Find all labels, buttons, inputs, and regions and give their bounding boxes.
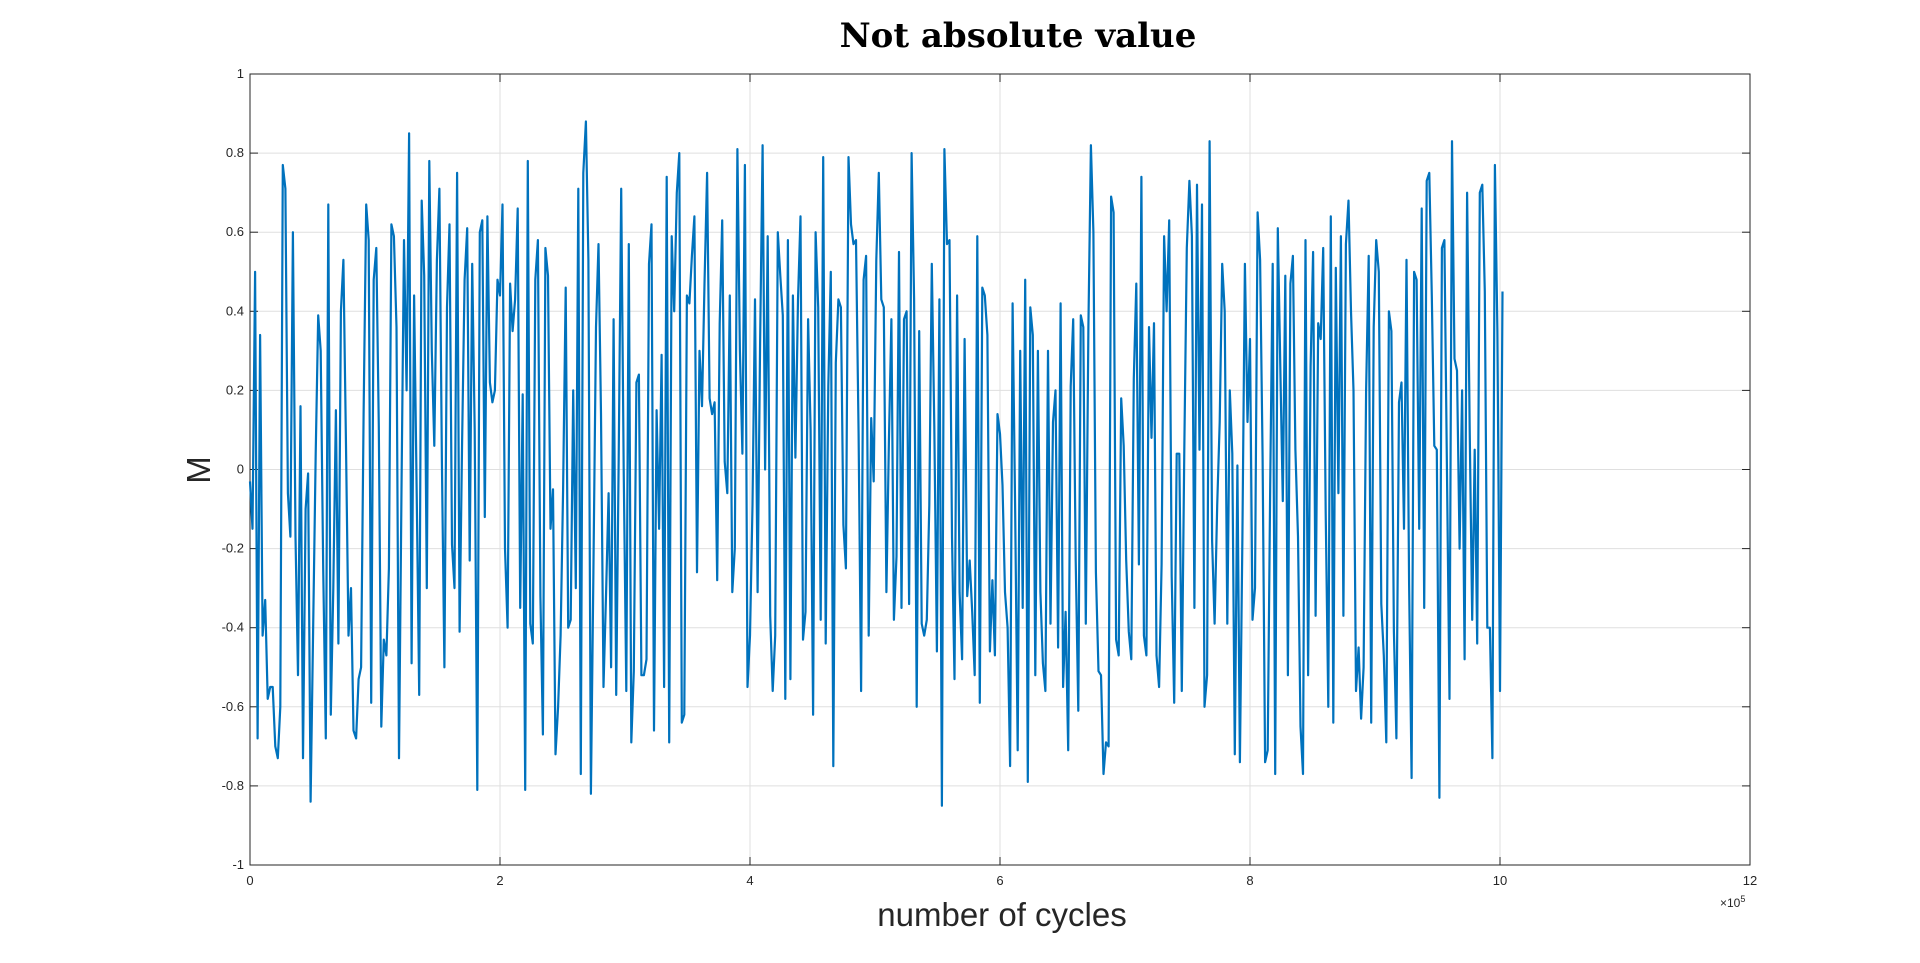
- chart-title: Not absolute value: [840, 16, 1197, 56]
- ticks: 0 2 4 6 8 10 12 -1 -0.8 -0.6 -0.4 -0.2 0 0.2 0.4 0.6 0.8…: [222, 66, 1758, 888]
- y-tick-label: -0.6: [222, 699, 244, 714]
- series-line: [248, 120, 1504, 807]
- x-axis-label: number of cycles: [877, 896, 1126, 933]
- y-axis-label: M: [180, 456, 217, 484]
- x-axis-exponent: ×105: [1720, 894, 1745, 910]
- x-tick-label: 12: [1743, 873, 1757, 888]
- x-tick-label: 8: [1246, 873, 1253, 888]
- x-tick-label: 2: [496, 873, 503, 888]
- y-tick-label: -0.4: [222, 620, 244, 635]
- y-tick-label: 0.6: [226, 224, 244, 239]
- x-tick-label: 0: [246, 873, 253, 888]
- series-group: [248, 120, 1504, 807]
- x-tick-label: 10: [1493, 873, 1507, 888]
- y-tick-label: 0.2: [226, 382, 244, 397]
- x-tick-label: 4: [746, 873, 753, 888]
- y-tick-label: 0.4: [226, 303, 244, 318]
- y-tick-label: -0.2: [222, 541, 244, 556]
- x-tick-label: 6: [996, 873, 1003, 888]
- y-tick-label: -1: [232, 857, 244, 872]
- y-tick-label: 0.8: [226, 145, 244, 160]
- y-tick-label: 0: [237, 462, 244, 477]
- y-tick-label: -0.8: [222, 778, 244, 793]
- y-tick-label: 1: [237, 66, 244, 81]
